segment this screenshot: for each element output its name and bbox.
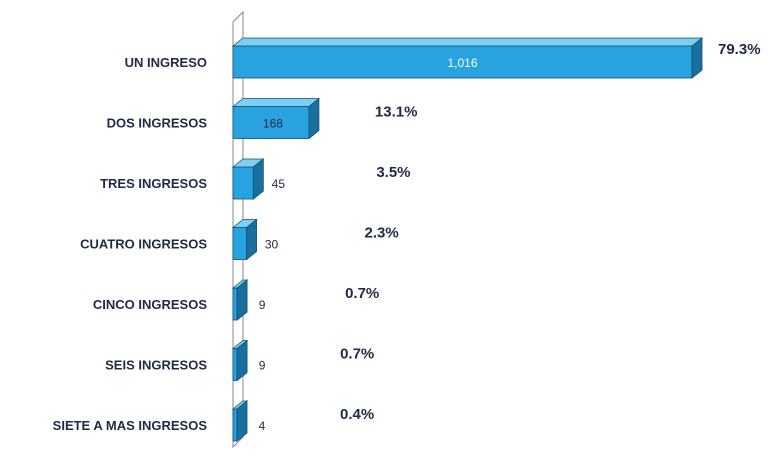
bar-front xyxy=(232,45,693,79)
bar-un-ingreso xyxy=(231,37,704,79)
category-label: CINCO INGRESOS xyxy=(93,297,207,312)
value-label: 45 xyxy=(272,177,286,191)
percent-label: 2.3% xyxy=(365,225,399,242)
bar-dos-ingresos xyxy=(231,97,321,140)
category-label: SEIS INGRESOS xyxy=(105,358,207,373)
value-label: 1,016 xyxy=(447,56,477,70)
percent-label: 3.5% xyxy=(376,164,410,181)
bar-front xyxy=(232,408,238,442)
bar-side xyxy=(252,158,264,200)
bar-side xyxy=(236,279,248,321)
bar-side xyxy=(236,400,248,442)
bar-side xyxy=(236,339,248,382)
bar-front xyxy=(232,166,254,200)
labels: UN INGRESO 1,016 79.3% DOS INGRESOS 168 13.1%… xyxy=(53,41,761,433)
category-label: SIETE A MAS INGRESOS xyxy=(53,418,208,433)
category-label: DOS INGRESOS xyxy=(107,116,208,131)
bar-cuatro-ingresos xyxy=(231,218,258,261)
bar-siete-a-mas-ingresos xyxy=(231,400,249,442)
bar-front xyxy=(232,348,238,381)
bar-tres-ingresos xyxy=(231,158,265,200)
category-label: TRES INGRESOS xyxy=(100,176,207,191)
category-label: UN INGRESO xyxy=(125,55,207,70)
bar-cinco-ingresos xyxy=(231,279,249,321)
percent-label: 0.7% xyxy=(345,285,379,302)
bar-front xyxy=(232,106,310,139)
value-label: 9 xyxy=(259,298,266,312)
value-label: 30 xyxy=(265,238,279,252)
bar-side xyxy=(246,218,257,261)
category-label: CUATRO INGRESOS xyxy=(80,237,207,252)
bar-top xyxy=(231,37,704,47)
value-label: 4 xyxy=(259,419,266,433)
bars xyxy=(231,37,704,442)
value-label: 168 xyxy=(263,117,283,131)
bar-top xyxy=(231,98,321,107)
bar-side xyxy=(308,97,320,140)
percent-label: 0.7% xyxy=(340,346,374,363)
bar-front xyxy=(232,287,238,321)
bar-front xyxy=(232,227,247,260)
bar-seis-ingresos xyxy=(231,339,249,382)
percent-label: 13.1% xyxy=(375,104,418,121)
bar-side xyxy=(691,37,703,79)
value-label: 9 xyxy=(259,359,266,373)
percent-label: 79.3% xyxy=(718,41,761,58)
percent-label: 0.4% xyxy=(340,406,374,423)
